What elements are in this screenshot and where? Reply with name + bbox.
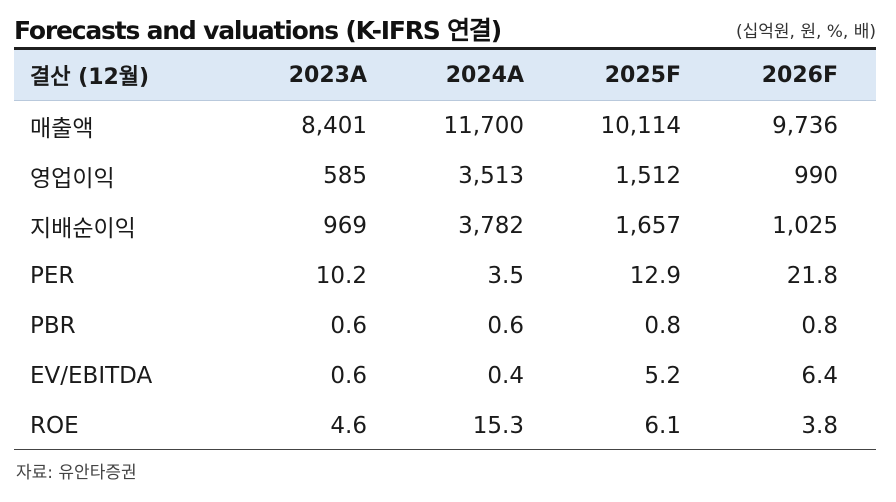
cell-value: 21.8 <box>786 263 838 289</box>
row-label: 매출액 <box>30 116 94 142</box>
cell-value: 0.6 <box>330 363 367 389</box>
row-label: ROE <box>30 413 79 439</box>
table-row: ROE 4.6 15.3 6.1 3.8 <box>14 401 876 451</box>
cell-value: 1,512 <box>615 163 681 189</box>
cell-value: 6.1 <box>644 413 681 439</box>
header-2024a: 2024A <box>445 62 524 88</box>
table-row: PER 10.2 3.5 12.9 21.8 <box>14 251 876 301</box>
cell-value: 0.8 <box>801 313 838 339</box>
bottom-rule <box>14 449 876 450</box>
cell-value: 3.5 <box>487 263 524 289</box>
cell-value: 3.8 <box>801 413 838 439</box>
table-row: 지배순이익 969 3,782 1,657 1,025 <box>14 201 876 251</box>
row-label: PER <box>30 263 75 289</box>
cell-value: 11,700 <box>443 113 524 139</box>
cell-value: 15.3 <box>472 413 524 439</box>
cell-value: 0.6 <box>330 313 367 339</box>
table-row: 매출액 8,401 11,700 10,114 9,736 <box>14 101 876 151</box>
cell-value: 9,736 <box>772 113 838 139</box>
cell-value: 12.9 <box>629 263 681 289</box>
top-rule <box>14 47 876 50</box>
table-row: PBR 0.6 0.6 0.8 0.8 <box>14 301 876 351</box>
row-label: 지배순이익 <box>30 216 136 242</box>
row-label: PBR <box>30 313 76 339</box>
cell-value: 0.4 <box>487 363 524 389</box>
cell-value: 585 <box>323 163 367 189</box>
cell-value: 3,782 <box>458 213 524 239</box>
source-note: 자료: 유안타증권 <box>16 463 137 483</box>
table-row: 영업이익 585 3,513 1,512 990 <box>14 151 876 201</box>
header-2025f: 2025F <box>604 62 681 88</box>
title-row: Forecasts and valuations (K-IFRS 연결) (십억… <box>14 10 876 46</box>
table-row: EV/EBITDA 0.6 0.4 5.2 6.4 <box>14 351 876 401</box>
cell-value: 10,114 <box>600 113 681 139</box>
table-title: Forecasts and valuations (K-IFRS 연결) <box>14 16 502 45</box>
row-label: EV/EBITDA <box>30 363 153 389</box>
table-header-row: 결산 (12월) 2023A 2024A 2025F 2026F <box>14 50 876 101</box>
unit-note: (십억원, 원, %, 배) <box>735 22 876 42</box>
cell-value: 969 <box>323 213 367 239</box>
header-2023a: 2023A <box>288 62 367 88</box>
cell-value: 1,025 <box>772 213 838 239</box>
cell-value: 0.8 <box>644 313 681 339</box>
header-fiscal-year: 결산 (12월) <box>30 65 150 90</box>
cell-value: 990 <box>794 163 838 189</box>
cell-value: 6.4 <box>801 363 838 389</box>
cell-value: 8,401 <box>301 113 367 139</box>
cell-value: 3,513 <box>458 163 524 189</box>
header-2026f: 2026F <box>761 62 838 88</box>
cell-value: 1,657 <box>615 213 681 239</box>
cell-value: 4.6 <box>330 413 367 439</box>
row-label: 영업이익 <box>30 166 115 192</box>
cell-value: 5.2 <box>644 363 681 389</box>
forecast-table: 결산 (12월) 2023A 2024A 2025F 2026F 매출액 8,4… <box>14 50 876 451</box>
cell-value: 0.6 <box>487 313 524 339</box>
cell-value: 10.2 <box>315 263 367 289</box>
